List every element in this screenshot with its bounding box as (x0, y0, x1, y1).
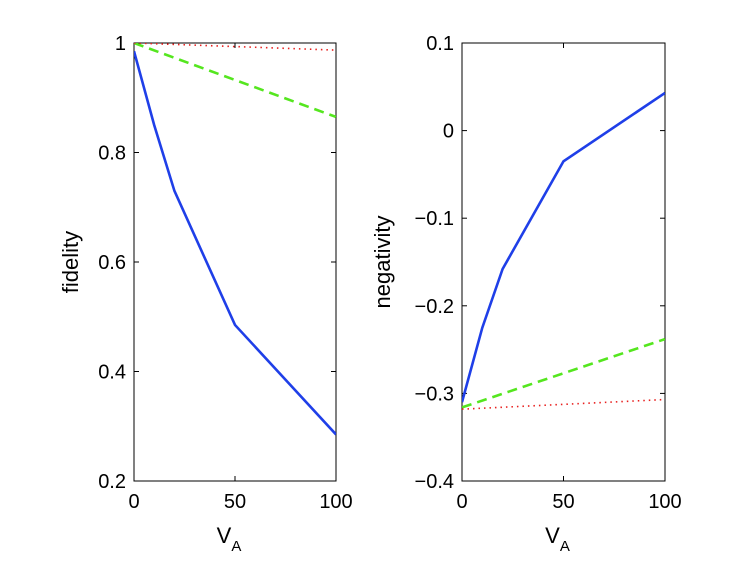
series-dotted-line (134, 43, 336, 51)
y-axis-label: fidelity (58, 231, 83, 293)
x-tick-label: 100 (319, 491, 352, 513)
series-solid-line (134, 50, 336, 436)
x-tick-label: 50 (224, 491, 246, 513)
series-solid-line (462, 91, 665, 403)
y-tick-label: −0.2 (415, 296, 454, 318)
y-tick-label: 0.2 (98, 471, 126, 493)
y-tick-label: −0.3 (415, 383, 454, 405)
y-axis-label: negativity (370, 216, 395, 309)
x-axis-label-subscript: A (560, 538, 570, 555)
y-tick-label: 0.8 (98, 143, 126, 165)
series-dotted-line (462, 398, 665, 410)
x-axis-label: VA (545, 523, 570, 555)
y-tick-label: 0.1 (426, 33, 454, 55)
y-tick-label: −0.1 (415, 208, 454, 230)
series-dashed-line (134, 43, 336, 119)
x-tick-label: 100 (648, 491, 681, 513)
x-axis-label-main: V (545, 523, 560, 548)
series-dashed-line (462, 337, 665, 409)
axes-box (461, 42, 666, 482)
y-tick-label: 0.4 (98, 362, 126, 384)
axes-box (133, 42, 337, 482)
y-tick-label: −0.4 (415, 471, 454, 493)
x-tick-label: 0 (456, 491, 467, 513)
y-tick-label: 0.6 (98, 252, 126, 274)
x-axis-label: VA (217, 523, 242, 555)
y-tick-label: 1 (115, 33, 126, 55)
x-axis-label-main: V (217, 523, 232, 548)
x-axis-label-subscript: A (231, 538, 241, 555)
x-tick-label: 50 (552, 491, 574, 513)
x-tick-label: 0 (128, 491, 139, 513)
y-tick-label: 0 (443, 121, 454, 143)
